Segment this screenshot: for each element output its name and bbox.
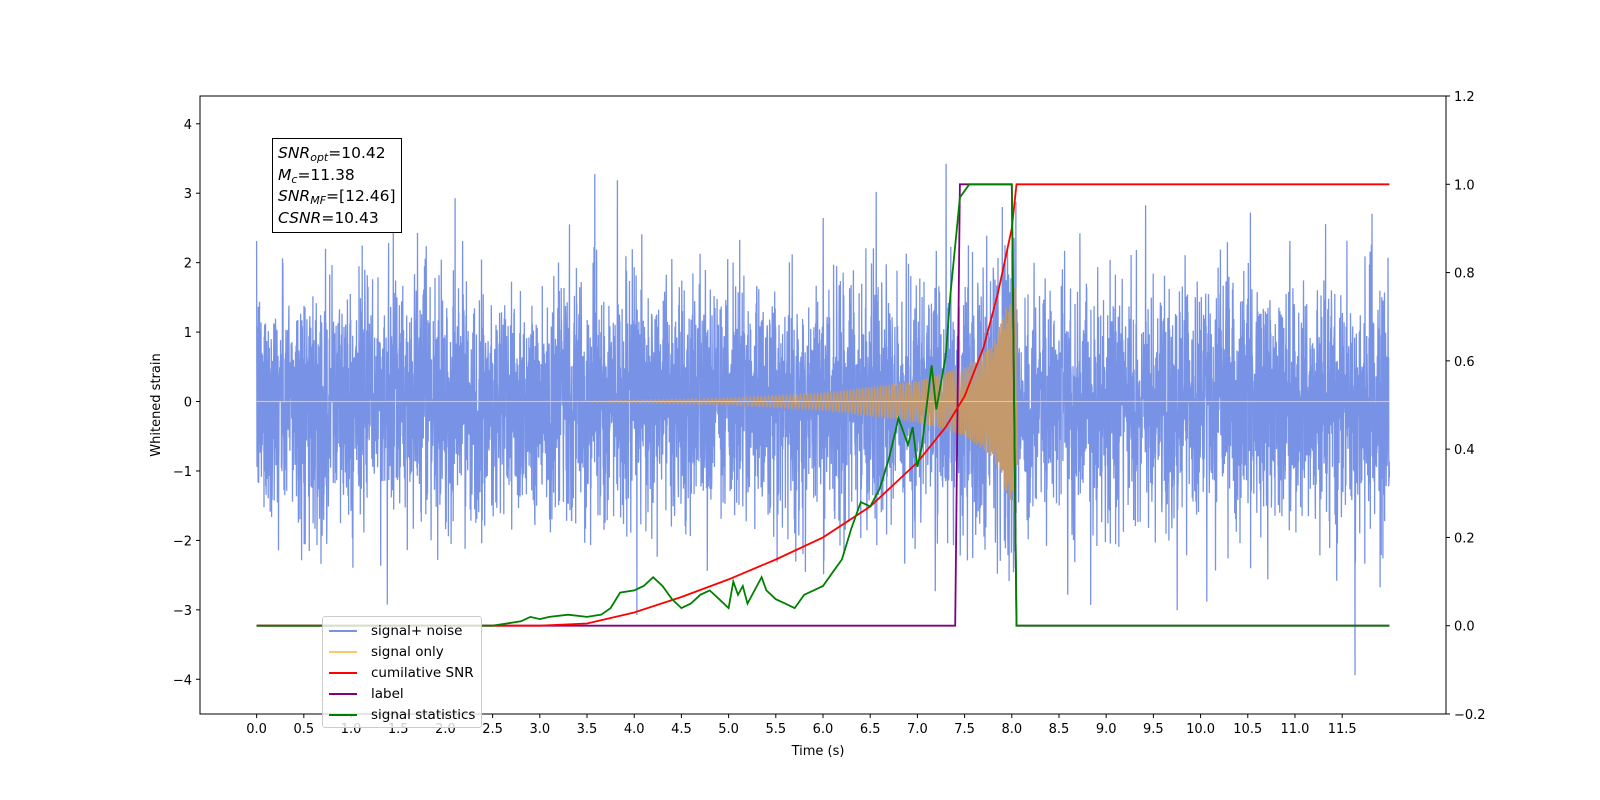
y2-tick-label: 0.4 (1454, 443, 1475, 458)
x-tick-label: 7.0 (907, 722, 928, 737)
legend-label: label (371, 685, 404, 702)
x-tick-label: 0.0 (246, 722, 267, 737)
x-tick-label: 9.5 (1143, 722, 1164, 737)
x-tick-label: 8.0 (1001, 722, 1022, 737)
y-tick-label: 2 (184, 257, 192, 272)
legend-swatch (329, 713, 357, 716)
y-axis-label: Whitened strain (149, 353, 164, 456)
y2-tick-label: 0.2 (1454, 531, 1475, 546)
x-tick-label: 4.0 (624, 722, 645, 737)
legend-swatch (329, 650, 357, 653)
noise-line (255, 163, 1391, 676)
legend-label: signal+ noise (371, 622, 463, 639)
y-tick-label: 0 (184, 396, 192, 411)
x-tick-label: 10.0 (1186, 722, 1215, 737)
series-line (256, 183, 1390, 627)
y-tick-label: 4 (184, 118, 192, 133)
snr-annotation-box: SNRopt=10.42 Mc=11.38 SNRMF=[12.46] CSNR… (272, 138, 402, 233)
x-tick-label: 2.5 (482, 722, 503, 737)
y2-tick-label: 0.8 (1454, 267, 1475, 282)
y-tick-label: 1 (184, 326, 192, 341)
right-axis-series (256, 183, 1390, 627)
x-tick-label: 7.5 (954, 722, 975, 737)
x-tick-label: 11.0 (1280, 722, 1309, 737)
legend-item: signal+ noise (329, 620, 475, 641)
x-tick-label: 5.5 (765, 722, 786, 737)
y-tick-label: −1 (173, 465, 192, 480)
legend-swatch (329, 692, 357, 695)
x-tick-label: 3.0 (529, 722, 550, 737)
series-signal-only (256, 285, 1390, 512)
series-signal-plus-noise (255, 163, 1391, 676)
y-tick-label: −3 (173, 604, 192, 619)
legend-label: signal statistics (371, 706, 476, 723)
x-axis-label: Time (s) (791, 744, 845, 759)
x-tick-label: 8.5 (1049, 722, 1070, 737)
legend-item: signal only (329, 641, 475, 662)
y2-axis-ticks: 1.2 1.0 0.8 0.6 0.4 0.2 0.0 −0.2 (1446, 90, 1486, 723)
legend: signal+ noise signal only cumilative SNR… (322, 616, 483, 728)
legend-label: cumilative SNR (371, 664, 474, 681)
x-tick-label: 6.5 (860, 722, 881, 737)
y-tick-label: 3 (184, 187, 192, 202)
snr-mf-line: SNRMF=[12.46] (278, 187, 396, 207)
y2-tick-label: 0.6 (1454, 355, 1475, 370)
y-axis-ticks: 4 3 2 1 0 −1 −2 −3 −4 (173, 118, 200, 688)
y2-tick-label: 1.0 (1454, 178, 1475, 193)
legend-item: cumilative SNR (329, 662, 475, 683)
x-tick-label: 3.5 (577, 722, 598, 737)
snr-opt-line: SNRopt=10.42 (278, 144, 386, 164)
y-tick-label: −4 (173, 673, 192, 688)
y2-tick-label: 1.2 (1454, 90, 1475, 105)
csnr-line: CSNR=10.43 (278, 208, 379, 227)
y2-tick-label: 0.0 (1454, 620, 1475, 635)
mc-line: Mc=11.38 (278, 165, 355, 186)
y-tick-label: −2 (173, 534, 192, 549)
legend-item: signal statistics (329, 704, 475, 725)
y2-tick-label: −0.2 (1454, 708, 1486, 723)
x-tick-label: 5.0 (718, 722, 739, 737)
x-tick-label: 11.5 (1328, 722, 1357, 737)
x-tick-label: 9.0 (1096, 722, 1117, 737)
x-tick-label: 6.0 (813, 722, 834, 737)
x-tick-label: 0.5 (293, 722, 314, 737)
legend-label: signal only (371, 643, 444, 660)
legend-item: label label only (329, 683, 475, 704)
legend-swatch (329, 671, 357, 674)
x-tick-label: 10.5 (1233, 722, 1262, 737)
legend-swatch (329, 629, 357, 632)
x-tick-label: 4.5 (671, 722, 692, 737)
